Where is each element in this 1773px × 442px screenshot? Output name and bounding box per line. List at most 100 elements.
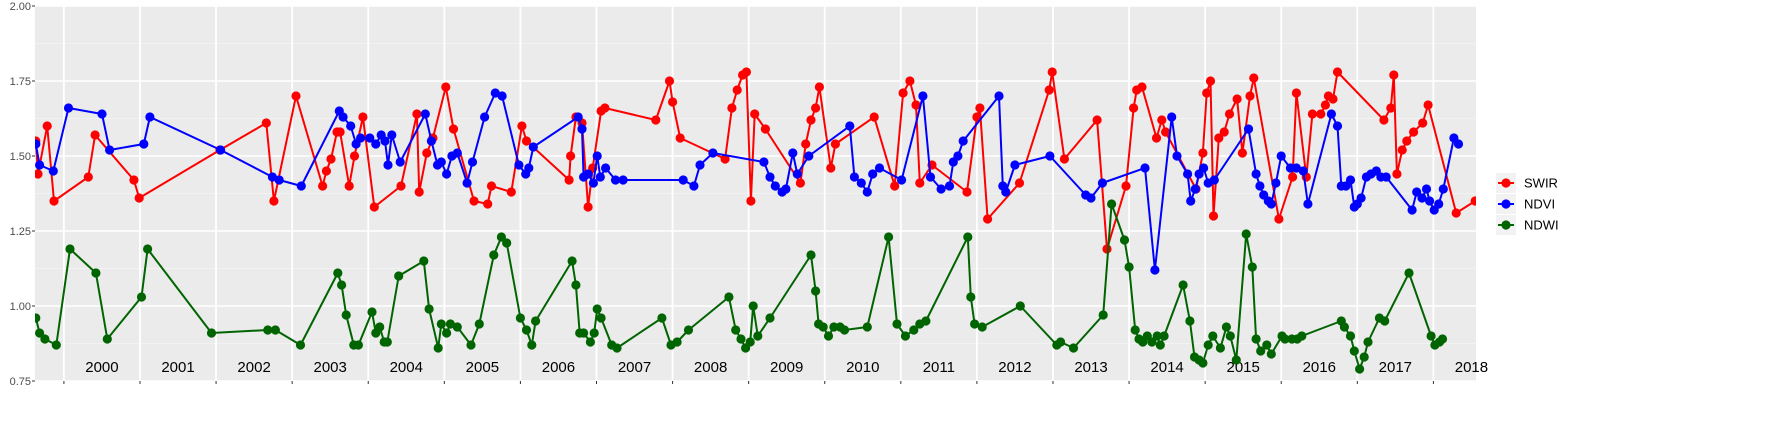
swir-point <box>898 88 908 98</box>
ndvi-point <box>1243 124 1254 134</box>
ndwi-point <box>1098 310 1108 320</box>
y-tick-label: 1.50 <box>10 151 31 163</box>
swir-point <box>1245 91 1255 101</box>
ndvi-point <box>958 136 968 146</box>
swir-point <box>326 154 336 164</box>
ndwi-point <box>527 340 537 350</box>
swir-point <box>486 181 497 191</box>
swir-point <box>1014 178 1025 188</box>
year-label: 2001 <box>161 359 194 376</box>
ndwi-point <box>765 313 775 323</box>
ndvi-line <box>35 92 1460 271</box>
ndvi-point <box>994 91 1004 101</box>
year-label: 2003 <box>314 359 347 376</box>
ndvi-point <box>849 172 860 182</box>
year-label: 2017 <box>1379 359 1412 376</box>
ndwi-point <box>1247 262 1257 272</box>
ndwi-point <box>579 328 589 338</box>
ndvi-point <box>296 181 306 191</box>
ndvi-point <box>936 184 946 194</box>
ndwi-point <box>1380 316 1390 326</box>
ndvi-point <box>1172 151 1182 161</box>
swir-point <box>1307 109 1317 119</box>
ndwi-point <box>65 244 75 254</box>
ndvi-point <box>1183 169 1193 179</box>
ndvi-point <box>592 151 602 161</box>
ndvi-point <box>35 160 45 170</box>
legend-item-ndwi: NDWI <box>1496 215 1559 235</box>
swir-point <box>760 124 771 134</box>
ndvi-point <box>48 166 58 176</box>
ndwi-point <box>143 244 153 254</box>
ndvi-point <box>868 169 878 179</box>
swir-point <box>915 178 925 188</box>
ndwi-point <box>1241 229 1251 239</box>
ndvi-point <box>1291 163 1301 173</box>
ndwi-point <box>333 268 343 278</box>
swir-point <box>49 196 59 206</box>
year-label: 2011 <box>923 359 955 376</box>
ndwi-point <box>823 331 834 341</box>
ndwi-point <box>367 307 377 317</box>
swir-point <box>1423 100 1433 110</box>
ndvi-point <box>1303 199 1313 209</box>
swir-point <box>1392 169 1402 179</box>
swir-point <box>727 103 737 113</box>
ndvi-point <box>845 121 855 131</box>
ndwi-point <box>1437 334 1448 344</box>
ndvi-point <box>1276 151 1286 161</box>
ndvi-point <box>387 130 397 140</box>
swir-point <box>35 169 43 179</box>
y-tick-label: 2.00 <box>10 1 31 13</box>
ndwi-point <box>1159 331 1169 341</box>
y-tick-label: 1.00 <box>10 301 31 313</box>
ndwi-point <box>1068 343 1079 353</box>
ndwi-point <box>1208 331 1218 341</box>
ndvi-point <box>139 139 149 149</box>
ndwi-point <box>489 250 499 260</box>
ndwi-point <box>531 316 541 326</box>
ndvi-point <box>944 181 955 191</box>
ndwi-point <box>592 304 602 314</box>
ndwi-point <box>102 334 112 344</box>
ndvi-point <box>338 112 348 122</box>
swir-point <box>830 139 841 149</box>
ndwi-point <box>596 313 606 323</box>
swir-point <box>750 109 760 119</box>
swir-point <box>412 109 422 119</box>
swir-point <box>358 112 368 122</box>
ndvi-point <box>953 151 963 161</box>
year-label: 2016 <box>1303 359 1336 376</box>
ndwi-point <box>136 292 147 302</box>
swir-point <box>583 202 593 212</box>
ndvi-point <box>1255 181 1265 191</box>
swir-point <box>1151 133 1162 143</box>
ndwi-point <box>839 325 850 335</box>
swir-point <box>1047 67 1057 77</box>
ndwi-point <box>515 313 526 323</box>
legend: SWIR NDVI NDWI <box>1496 173 1559 235</box>
ndwi-point <box>270 325 280 335</box>
ndwi-point <box>474 319 484 329</box>
ndwi-point <box>1231 355 1241 365</box>
ndwi-point <box>1119 235 1130 245</box>
ndvi-point <box>573 112 583 122</box>
legend-item-swir: SWIR <box>1496 173 1558 193</box>
ndwi-point <box>657 313 667 323</box>
swir-point <box>746 196 756 206</box>
swir-point <box>1470 196 1476 206</box>
ndwi-point <box>1107 199 1117 209</box>
ndvi-point <box>588 178 599 188</box>
ndwi-point <box>263 325 273 335</box>
swir-point <box>890 181 900 191</box>
ndvi-point <box>1345 175 1356 185</box>
ndwi-point <box>753 331 763 341</box>
ndwi-point <box>672 337 682 347</box>
ndvi-point <box>1407 205 1417 215</box>
swir-point <box>269 196 279 206</box>
swir-point <box>1397 145 1407 155</box>
ndwi-point <box>419 256 429 266</box>
ndvi-point <box>97 109 107 119</box>
ndwi-point <box>1280 334 1290 344</box>
ndwi-point <box>35 328 45 338</box>
